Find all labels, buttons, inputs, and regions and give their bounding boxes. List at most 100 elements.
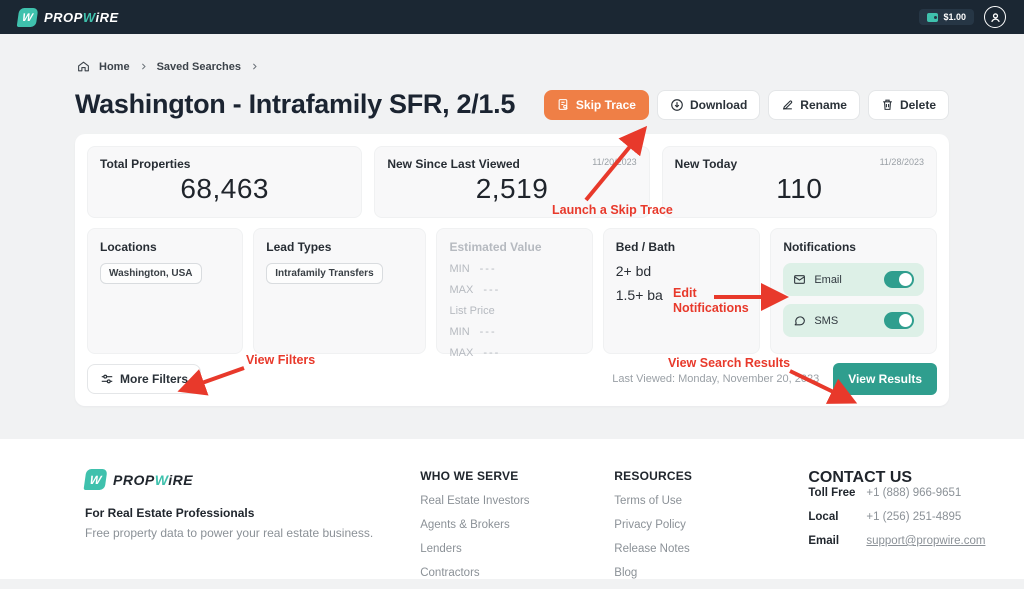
email-icon [794, 275, 806, 284]
wordmark-suffix: iRE [168, 471, 194, 488]
contact-email-link[interactable]: support@propwire.com [866, 535, 986, 547]
est-label: MIN [449, 326, 470, 338]
bed-value: 2+ bd [615, 263, 652, 279]
filter-title: Locations [100, 240, 157, 254]
stat-date: 11/20/2023 [592, 157, 637, 167]
chevron-right-icon [250, 62, 259, 71]
skip-trace-label: Skip Trace [575, 97, 636, 112]
footer-link-privacy-policy[interactable]: Privacy Policy [614, 519, 686, 531]
breadcrumb: Home Saved Searches [77, 60, 1024, 73]
footer-resources: RESOURCES Terms of Use Privacy Policy Re… [614, 469, 808, 579]
stat-date: 11/28/2023 [879, 157, 924, 167]
download-icon [671, 98, 683, 111]
footer-link-lenders[interactable]: Lenders [420, 543, 462, 555]
stats-row: Total Properties 68,463 New Since Last V… [87, 146, 937, 218]
chevron-right-icon [139, 62, 148, 71]
bottom-right-group: Last Viewed: Monday, November 20, 2023 V… [612, 363, 937, 395]
lead-type-chip[interactable]: Intrafamily Transfers [266, 263, 383, 284]
footer-link-terms-of-use[interactable]: Terms of Use [614, 495, 683, 507]
list-min-row: MIN --- [449, 326, 579, 338]
contact-label: Email [808, 535, 840, 547]
est-max-row: MAX --- [449, 284, 579, 296]
filter-bed-bath: Bed / Bath 2+ bd 1.5+ ba [602, 228, 761, 354]
footer-logo[interactable]: W PROPWiRE [83, 469, 420, 490]
stat-label: Total Properties [100, 157, 191, 171]
footer-link-blog[interactable]: Blog [614, 567, 638, 579]
topbar-right-group: $1.00 [919, 6, 1006, 28]
sms-label: SMS [814, 314, 839, 327]
est-label: MAX [449, 347, 474, 359]
list-max-row: MAX --- [449, 347, 579, 359]
view-results-button[interactable]: View Results [833, 363, 937, 395]
filter-title: Bed / Bath [615, 240, 676, 254]
filter-locations: Locations Washington, USA [87, 228, 244, 354]
stat-label: New Since Last Viewed [387, 157, 520, 171]
footer-column-title: RESOURCES [614, 469, 693, 483]
est-value: --- [479, 326, 497, 338]
top-navigation-bar: W PROPWiRE $1.00 [0, 0, 1024, 34]
contact-local-row: Local +1 (256) 251-4895 [808, 511, 1024, 523]
stat-label: New Today [674, 157, 738, 171]
footer-link-contractors[interactable]: Contractors [420, 567, 480, 579]
delete-label: Delete [899, 97, 936, 112]
filter-lead-types: Lead Types Intrafamily Transfers [253, 228, 427, 354]
sms-notification-row: SMS [783, 304, 924, 337]
stat-value: 110 [776, 173, 823, 204]
footer-tagline-bold: For Real Estate Professionals [85, 506, 255, 520]
footer-who-we-serve: WHO WE SERVE Real Estate Investors Agent… [420, 469, 614, 579]
propwire-logo[interactable]: W PROPWiRE [16, 7, 119, 27]
account-icon[interactable] [984, 6, 1006, 28]
propwire-logo-icon: W [83, 469, 108, 490]
trash-icon [883, 99, 892, 110]
delete-button[interactable]: Delete [867, 89, 949, 120]
filter-notifications: Notifications Email SMS [770, 228, 937, 354]
est-value: --- [479, 263, 497, 275]
edit-icon [783, 100, 793, 110]
email-toggle[interactable] [884, 271, 914, 288]
stat-new-since-last-viewed: New Since Last Viewed 11/20/2023 2,519 [374, 146, 650, 218]
last-viewed-text: Last Viewed: Monday, November 20, 2023 [612, 373, 820, 385]
filter-title: Estimated Value [449, 240, 542, 254]
skip-trace-button[interactable]: Skip Trace [543, 89, 649, 120]
stat-head: Total Properties [100, 157, 349, 171]
download-button[interactable]: Download [656, 89, 761, 120]
saved-search-panel: Total Properties 68,463 New Since Last V… [75, 134, 949, 406]
breadcrumb-saved-searches[interactable]: Saved Searches [156, 60, 241, 73]
stat-head: New Today 11/28/2023 [675, 157, 924, 171]
stat-head: New Since Last Viewed 11/20/2023 [387, 157, 636, 171]
contact-email-row: Email support@propwire.com [808, 535, 1024, 547]
footer-link-release-notes[interactable]: Release Notes [614, 543, 690, 555]
breadcrumb-home[interactable]: Home [99, 60, 130, 73]
contact-label: Toll Free [808, 487, 856, 499]
est-label: MIN [449, 263, 470, 275]
rename-button[interactable]: Rename [768, 89, 860, 120]
est-label: MAX [449, 284, 474, 296]
filters-row: Locations Washington, USA Lead Types Int… [87, 228, 937, 359]
home-icon [78, 61, 89, 72]
footer-brand-column: W PROPWiRE For Real Estate Professionals… [83, 469, 420, 579]
email-notification-row: Email [783, 263, 924, 296]
filter-title: Notifications [783, 240, 856, 254]
more-filters-label: More Filters [120, 372, 189, 386]
footer-link-agents-brokers[interactable]: Agents & Brokers [420, 519, 510, 531]
location-chip[interactable]: Washington, USA [100, 263, 202, 284]
wallet-icon [927, 12, 939, 22]
download-label: Download [689, 97, 748, 112]
action-buttons: Skip Trace Download Rename Delete [543, 89, 949, 120]
filter-estimated-value: List Price Estimated Value MIN --- MAX ---… [436, 228, 593, 359]
propwire-wordmark: PROPWiRE [44, 10, 119, 25]
footer-link-real-estate-investors[interactable]: Real Estate Investors [420, 495, 530, 507]
contact-label: Local [808, 511, 839, 523]
sms-icon [794, 316, 806, 326]
wallet-balance-chip[interactable]: $1.00 [919, 9, 974, 25]
est-value: --- [483, 347, 501, 359]
stat-new-today: New Today 11/28/2023 110 [661, 146, 937, 218]
sliders-icon [101, 374, 113, 384]
est-value: --- [483, 284, 501, 296]
contact-value: +1 (256) 251-4895 [866, 511, 962, 523]
rename-label: Rename [800, 97, 847, 112]
footer-contact: CONTACT US Toll Free +1 (888) 966-9651 L… [808, 469, 1024, 579]
sms-toggle[interactable] [884, 312, 914, 329]
stat-value: 2,519 [475, 173, 549, 204]
more-filters-button[interactable]: More Filters [87, 364, 202, 394]
